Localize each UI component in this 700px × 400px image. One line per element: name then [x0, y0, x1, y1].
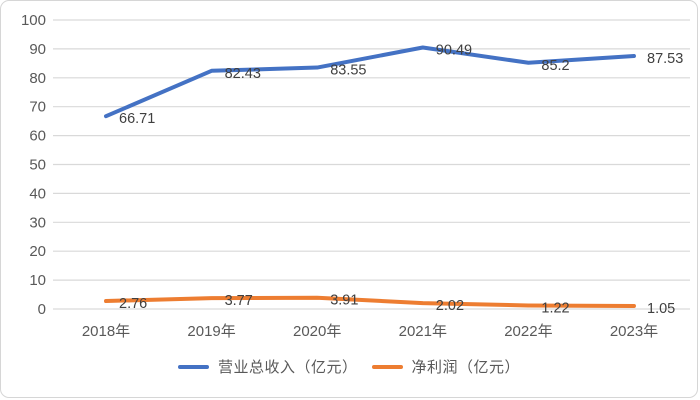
y-tick-label: 0: [38, 301, 46, 318]
x-tick-label: 2018年: [82, 323, 130, 340]
data-label: 1.05: [647, 301, 675, 317]
data-label: 82.43: [225, 66, 261, 82]
series-line-1: [104, 295, 636, 308]
y-tick-label: 70: [29, 99, 46, 116]
data-label: 85.2: [541, 58, 569, 74]
plot-area: 0 10 20 30 40 50 60 70 80 90 100 2018年 2019年 2020年 202…: [21, 12, 690, 340]
data-label: 66.71: [119, 111, 155, 127]
x-tick-label: 2023年: [610, 323, 658, 340]
data-label: 87.53: [647, 51, 683, 67]
y-tick-label: 100: [21, 12, 46, 29]
legend-item-revenue: 营业总收入（亿元）: [177, 356, 358, 377]
y-tick-label: 90: [29, 41, 46, 58]
legend: 营业总收入（亿元） 净利润（亿元）: [1, 356, 697, 377]
data-label: 3.91: [330, 293, 358, 309]
data-label: 2.02: [436, 298, 464, 314]
series-line-0: [104, 45, 636, 119]
legend-label-revenue: 营业总收入（亿元）: [217, 359, 358, 376]
y-tick-label: 40: [29, 185, 46, 202]
x-tick-label: 2022年: [504, 323, 552, 340]
x-tick-label: 2019年: [187, 323, 235, 340]
legend-line-icon: [371, 364, 403, 369]
data-label: 90.49: [436, 42, 472, 58]
legend-label-net-profit: 净利润（亿元）: [411, 359, 521, 376]
y-tick-label: 20: [29, 243, 46, 260]
y-tick-label: 30: [29, 214, 46, 231]
x-tick-label: 2020年: [293, 323, 341, 340]
data-label: 3.77: [225, 293, 253, 309]
data-label: 2.76: [119, 296, 147, 312]
y-tick-label: 50: [29, 157, 46, 174]
data-label: 1.22: [541, 300, 569, 316]
legend-item-net-profit: 净利润（亿元）: [371, 356, 521, 377]
y-tick-label: 10: [29, 272, 46, 289]
legend-line-icon: [177, 364, 209, 369]
data-label: 83.55: [330, 63, 366, 79]
x-tick-label: 2021年: [399, 323, 447, 340]
y-tick-label: 60: [29, 128, 46, 145]
y-tick-label: 80: [29, 70, 46, 87]
